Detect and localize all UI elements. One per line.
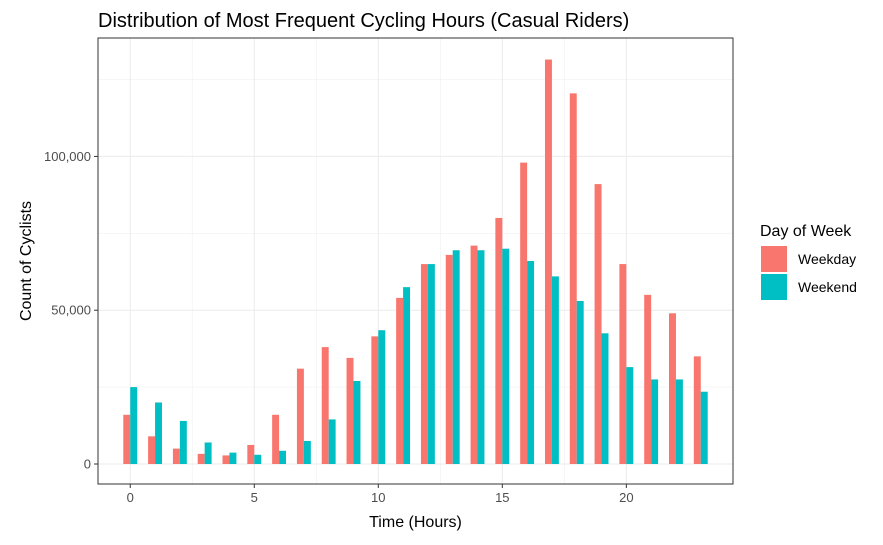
bar-weekday-hour-4 (222, 455, 230, 464)
bar-weekend-hour-0 (130, 387, 138, 465)
bar-weekday-hour-9 (346, 357, 354, 465)
bar-weekend-hour-1 (155, 402, 162, 465)
bar-weekday-hour-1 (148, 436, 156, 464)
bar-weekend-hour-22 (675, 379, 683, 465)
bar-weekend-hour-17 (551, 276, 559, 465)
bar-weekday-hour-3 (197, 453, 205, 465)
bar-weekday-hour-8 (321, 347, 329, 464)
bar-weekend-hour-9 (353, 380, 361, 465)
bar-weekend-hour-4 (229, 452, 237, 465)
bar-weekday-hour-22 (669, 313, 676, 465)
bar-weekend-hour-13 (452, 250, 460, 464)
bar-weekend-hour-6 (279, 450, 287, 465)
bar-weekend-hour-15 (502, 248, 510, 465)
bar-weekend-hour-21 (651, 379, 659, 465)
y-axis-title: Count of Cyclists (18, 201, 35, 321)
bar-weekend-hour-7 (303, 440, 311, 465)
plot-background (98, 38, 733, 484)
bar-weekend-hour-12 (427, 264, 435, 465)
bar-weekend-hour-3 (204, 442, 212, 465)
bars (123, 59, 708, 465)
y-tick-label: 0 (84, 457, 91, 472)
bar-weekend-hour-11 (403, 287, 411, 464)
bar-weekend-hour-14 (477, 250, 485, 464)
x-axis: 0 5 10 15 20 (127, 484, 634, 505)
bar-weekday-hour-13 (445, 254, 453, 465)
bar-weekday-hour-15 (495, 217, 503, 465)
plot-border (97, 37, 734, 485)
minor-gridlines (98, 38, 733, 484)
y-tick-label: 50,000 (51, 303, 91, 318)
bar-weekday-hour-17 (544, 59, 552, 465)
bar-weekday-hour-0 (123, 414, 131, 464)
plot-panel (97, 37, 734, 485)
bar-weekday-hour-7 (296, 368, 304, 465)
bar-weekday-hour-12 (420, 264, 428, 465)
legend-items: Weekday Weekend (761, 246, 857, 300)
x-tick-label: 10 (371, 490, 385, 505)
bar-weekend-hour-20 (626, 367, 634, 465)
x-tick-label: 15 (495, 490, 509, 505)
chart-title: Distribution of Most Frequent Cycling Ho… (98, 10, 629, 32)
legend-label-weekend: Weekend (798, 279, 857, 295)
bar-weekday-hour-20 (619, 264, 627, 465)
bar-weekend-hour-5 (254, 454, 262, 465)
y-axis: 0 50,000 100,000 (44, 149, 98, 472)
legend-title: Day of Week (760, 223, 852, 240)
bar-weekend-hour-8 (328, 419, 336, 465)
x-tick-label: 0 (127, 490, 134, 505)
bar-weekday-hour-21 (644, 294, 652, 464)
bar-weekday-hour-16 (520, 162, 528, 464)
bar-weekday-hour-6 (272, 414, 280, 464)
bar-weekend-hour-18 (576, 300, 584, 465)
bar-weekend-hour-2 (179, 420, 187, 464)
x-tick-label: 20 (619, 490, 633, 505)
x-tick-label: 5 (251, 490, 258, 505)
bar-weekday-hour-10 (371, 336, 379, 465)
bar-weekend-hour-19 (601, 333, 609, 464)
bar-weekend-hour-23 (700, 391, 708, 464)
legend: Day of Week Weekday Weekend (760, 223, 857, 300)
bar-weekday-hour-23 (693, 356, 701, 465)
bar-weekday-hour-18 (569, 93, 577, 465)
legend-key-weekend (761, 274, 787, 300)
bar-weekday-hour-19 (594, 184, 602, 464)
bar-weekend-hour-10 (378, 330, 386, 465)
bar-weekday-hour-14 (470, 245, 478, 465)
bar-weekday-hour-2 (172, 448, 180, 465)
bar-weekday-hour-5 (247, 444, 255, 465)
x-axis-title: Time (Hours) (369, 514, 462, 531)
legend-key-weekday (761, 246, 787, 272)
bar-weekend-hour-16 (527, 261, 535, 465)
y-tick-label: 100,000 (44, 149, 91, 164)
legend-label-weekday: Weekday (798, 251, 856, 267)
bar-weekday-hour-11 (396, 297, 404, 465)
